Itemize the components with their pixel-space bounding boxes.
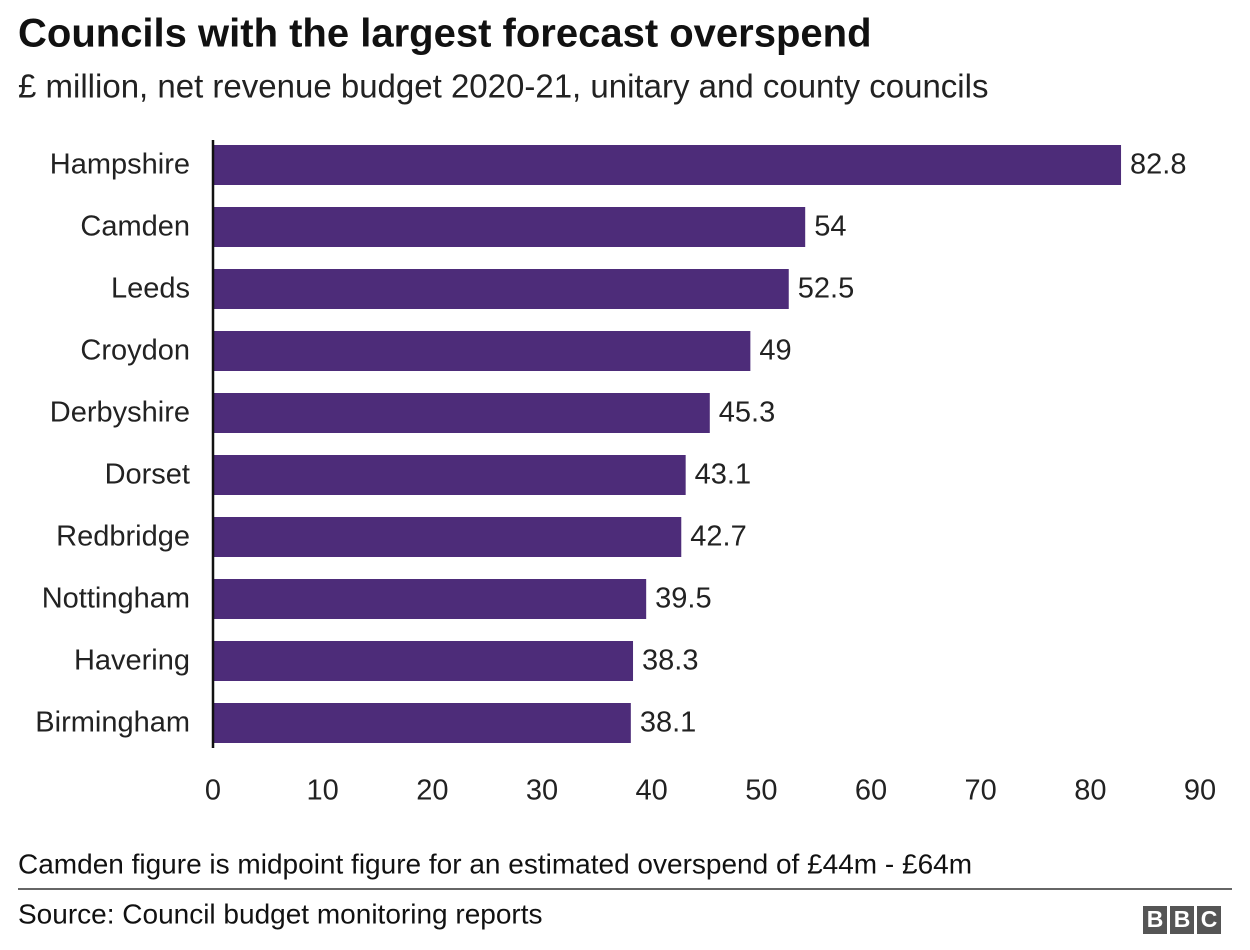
value-label: 45.3 [719, 397, 775, 429]
bar [213, 579, 647, 619]
y-tick-label: Nottingham [42, 583, 190, 615]
y-tick-label: Dorset [105, 459, 190, 491]
x-tick-label: 70 [965, 775, 997, 807]
footnote: Camden figure is midpoint figure for an … [18, 848, 972, 879]
logo: BBC [1147, 906, 1218, 932]
value-label: 52.5 [798, 273, 854, 305]
value-label: 39.5 [655, 583, 711, 615]
bar [213, 207, 806, 247]
y-tick-label: Camden [80, 211, 190, 243]
y-tick-label: Derbyshire [50, 397, 190, 429]
chart-title: Councils with the largest forecast overs… [18, 12, 872, 56]
value-label: 38.3 [642, 645, 698, 677]
bar [213, 703, 631, 743]
logo-box [1197, 906, 1221, 934]
x-tick-label: 30 [526, 775, 558, 807]
value-label: 38.1 [640, 707, 696, 739]
logo-box [1143, 906, 1167, 934]
y-tick-label: Havering [74, 645, 190, 677]
bar [213, 393, 710, 433]
bar [213, 331, 751, 371]
value-label: 49 [759, 335, 791, 367]
x-tick-label: 60 [855, 775, 887, 807]
x-tick-label: 50 [745, 775, 777, 807]
x-tick-label: 40 [636, 775, 668, 807]
x-tick-label: 80 [1074, 775, 1106, 807]
bar [213, 455, 686, 495]
value-label: 43.1 [695, 459, 751, 491]
y-tick-label: Redbridge [56, 521, 190, 553]
source: Source: Council budget monitoring report… [18, 898, 543, 929]
x-tick-label: 10 [307, 775, 339, 807]
value-label: 54 [814, 211, 846, 243]
x-tick-label: 20 [416, 775, 448, 807]
y-tick-label: Leeds [111, 273, 190, 305]
chart-subtitle: £ million, net revenue budget 2020-21, u… [18, 68, 988, 105]
bar [213, 641, 634, 681]
y-tick-label: Birmingham [35, 707, 190, 739]
value-label: 42.7 [690, 521, 746, 553]
bar [213, 269, 789, 309]
y-tick-label: Croydon [80, 335, 190, 367]
x-tick-label: 0 [205, 775, 221, 807]
y-tick-label: Hampshire [50, 149, 190, 181]
logo-box [1170, 906, 1194, 934]
bar [213, 145, 1122, 185]
x-tick-label: 90 [1184, 775, 1216, 807]
bar [213, 517, 682, 557]
value-label: 82.8 [1130, 149, 1186, 181]
